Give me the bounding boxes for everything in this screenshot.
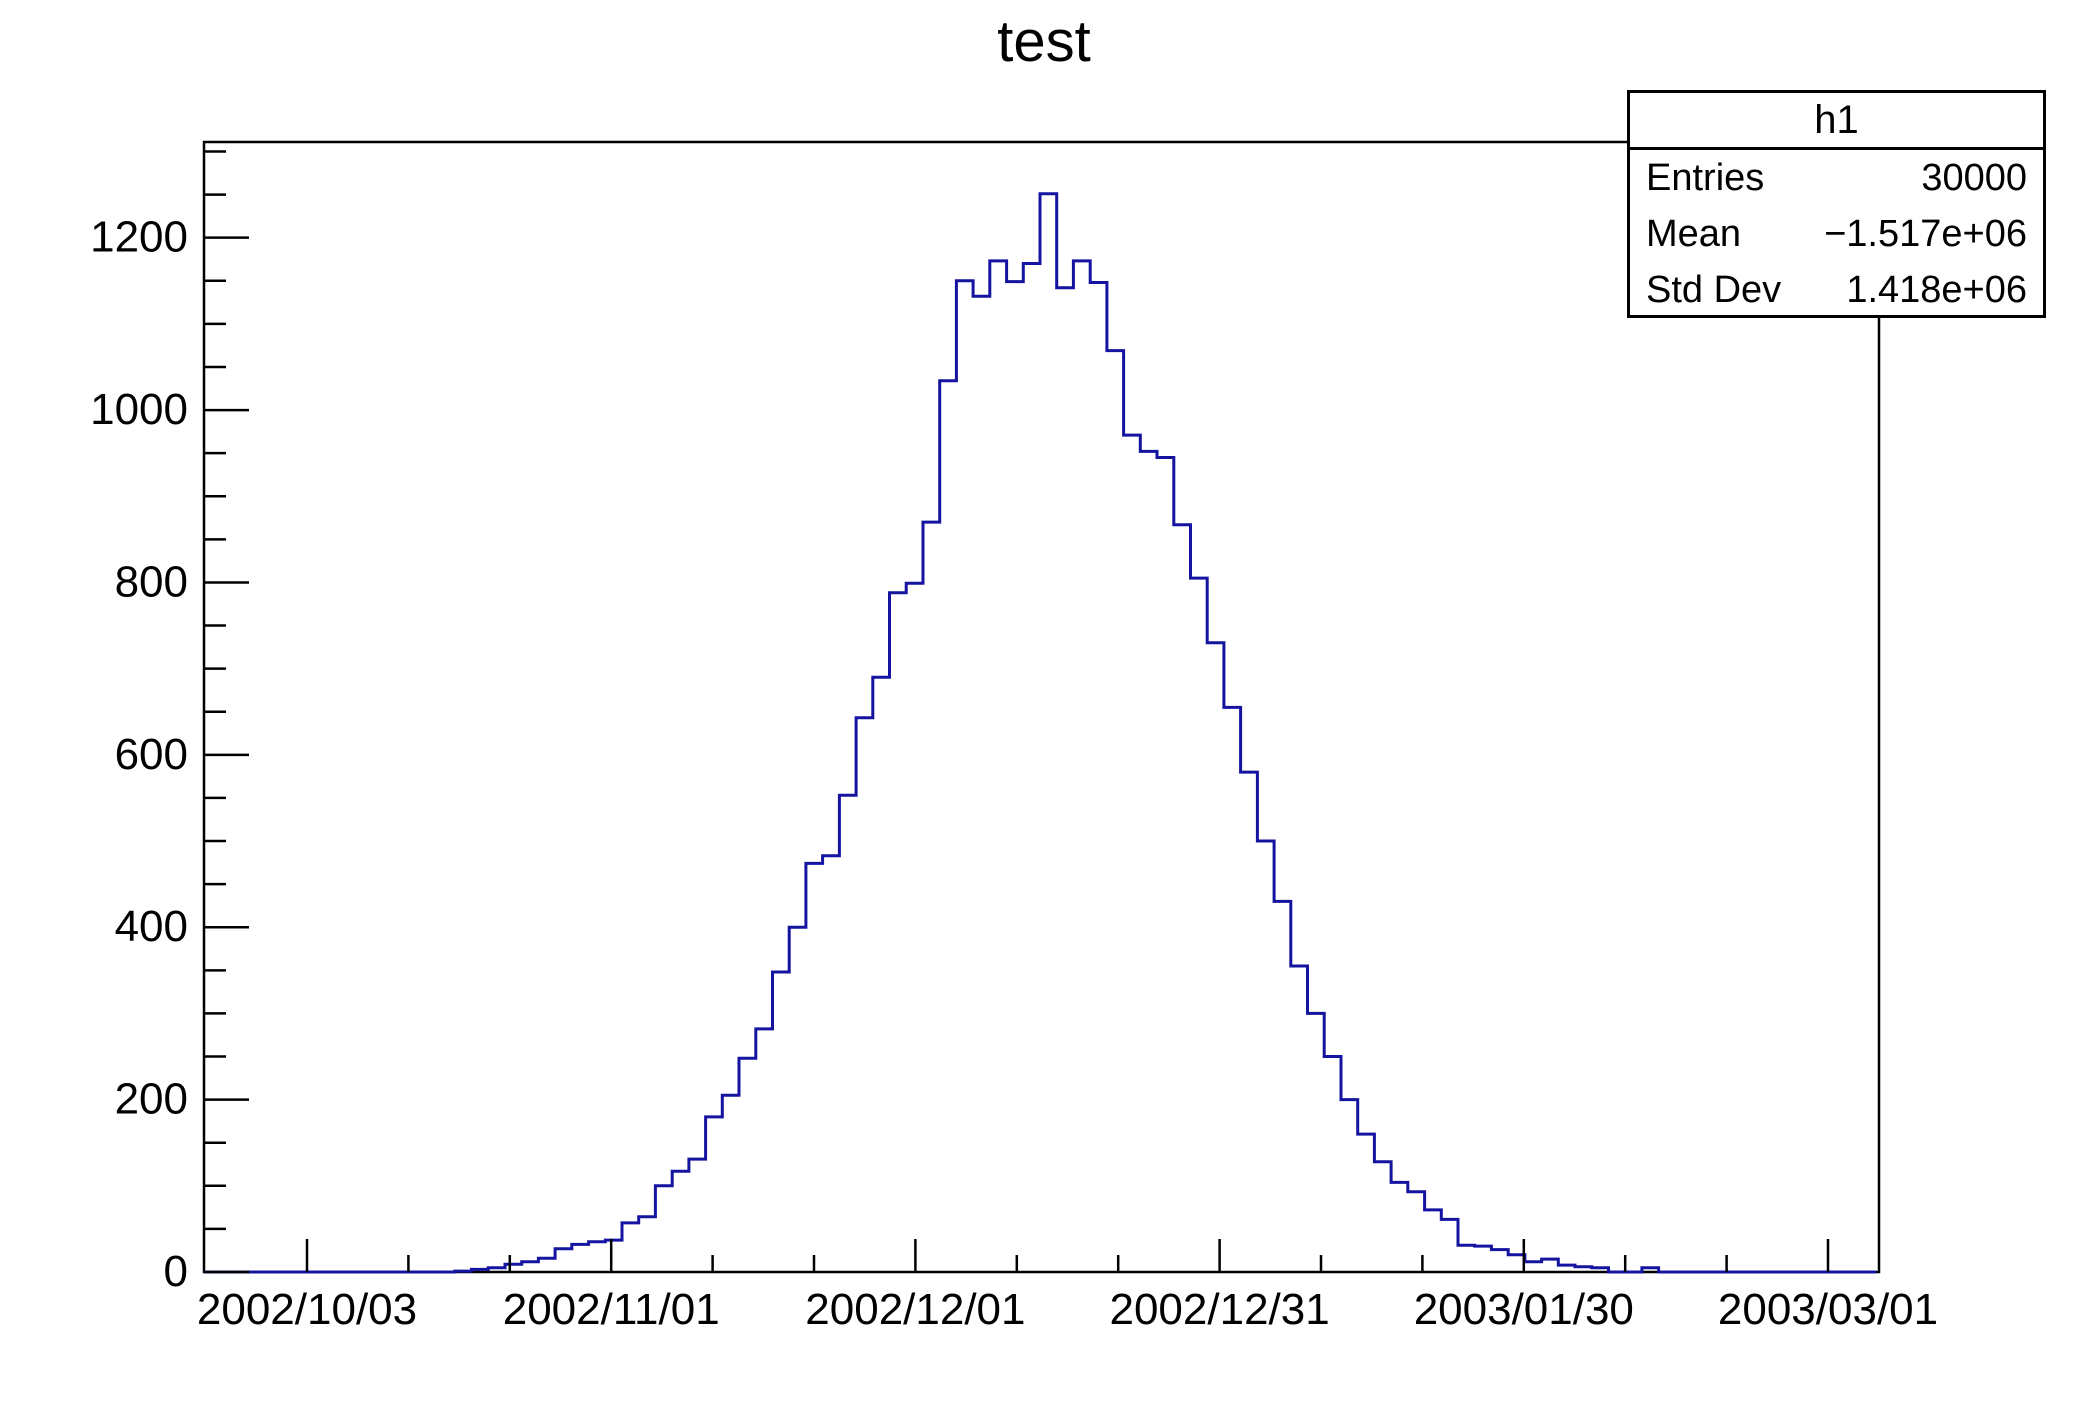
stats-row-mean: Mean −1.517e+06 <box>1630 206 2043 262</box>
histogram-line <box>204 192 1876 1274</box>
x-tick-label: 2002/12/31 <box>1109 1285 1329 1334</box>
x-tick-label: 2003/01/30 <box>1414 1285 1634 1334</box>
x-tick-label: 2002/11/01 <box>503 1285 720 1334</box>
x-tick-label: 2002/12/01 <box>805 1285 1025 1334</box>
y-axis: 0 200 400 600 800 1000 1200 <box>90 150 249 1296</box>
stats-stddev-label: Std Dev <box>1646 268 1782 311</box>
x-tick-label: 2003/03/01 <box>1718 1285 1938 1334</box>
y-tick-label: 600 <box>115 730 188 779</box>
y-tick-label: 400 <box>115 902 188 951</box>
stats-box-title: h1 <box>1630 93 2043 150</box>
stats-row-stddev: Std Dev 1.418e+06 <box>1630 262 2043 318</box>
stats-entries-label: Entries <box>1646 156 1765 199</box>
x-axis: 2002/10/03 2002/11/01 2002/12/01 2002/12/31… <box>197 1239 1938 1334</box>
y-tick-label: 0 <box>164 1247 188 1296</box>
stats-mean-value: −1.517e+06 <box>1824 212 2027 255</box>
stats-box: h1 Entries 30000 Mean −1.517e+06 Std Dev… <box>1627 90 2046 318</box>
y-tick-label: 200 <box>115 1075 188 1124</box>
y-tick-label: 1200 <box>90 213 188 262</box>
plot-frame <box>202 140 1881 1274</box>
chart-title: test <box>997 9 1091 74</box>
y-tick-label: 800 <box>115 557 188 606</box>
stats-mean-label: Mean <box>1646 212 1742 255</box>
y-tick-label: 1000 <box>90 385 188 434</box>
stats-entries-value: 30000 <box>1921 156 2027 199</box>
x-tick-label: 2002/10/03 <box>197 1285 417 1334</box>
stats-stddev-value: 1.418e+06 <box>1846 268 2027 311</box>
stats-row-entries: Entries 30000 <box>1630 150 2043 206</box>
